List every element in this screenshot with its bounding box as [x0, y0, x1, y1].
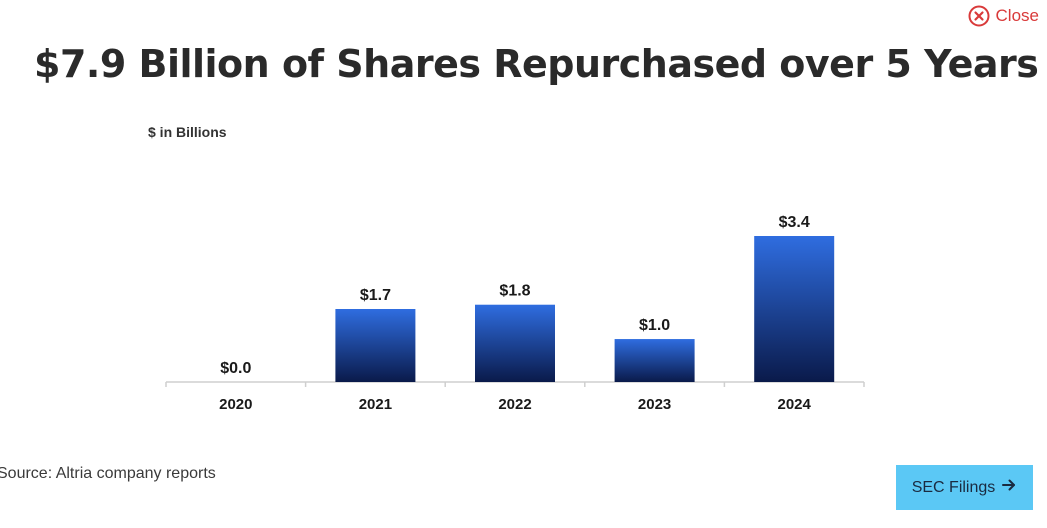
tick-label-2022: 2022 — [498, 396, 531, 413]
arrow-right-icon — [1001, 477, 1017, 498]
data-label-2023: $1.0 — [639, 317, 670, 334]
chart: $ in Billions $0.0 2020 $1.7 2021 $1.8 2022 $1.… — [0, 110, 1047, 430]
sec-filings-button[interactable]: SEC Filings — [896, 465, 1033, 510]
bar-2024 — [754, 236, 835, 382]
sec-filings-label: SEC Filings — [911, 478, 996, 496]
close-circle-icon — [968, 5, 990, 27]
tick-label-2023: 2023 — [638, 396, 671, 413]
page-title: $7.9 Billion of Shares Repurchased over … — [34, 42, 1039, 86]
source-note: Source: Altria company reports — [0, 465, 216, 482]
tick-label-2024: 2024 — [778, 396, 812, 413]
bar-chart-svg: $ in Billions $0.0 2020 $1.7 2021 $1.8 2022 $1.… — [148, 124, 865, 413]
data-label-2024: $3.4 — [779, 214, 810, 231]
y-axis-label: $ in Billions — [148, 124, 227, 140]
data-label-2020: $0.0 — [220, 360, 251, 377]
data-label-2022: $1.8 — [499, 283, 530, 300]
bar-2021 — [335, 309, 416, 382]
bar-2023 — [614, 339, 695, 382]
bar-2022 — [475, 304, 555, 382]
tick-label-2020: 2020 — [219, 396, 252, 413]
close-label: Close — [995, 6, 1039, 25]
tick-label-2021: 2021 — [359, 396, 392, 413]
close-button[interactable]: Close — [968, 5, 1039, 27]
data-label-2021: $1.7 — [360, 287, 391, 304]
